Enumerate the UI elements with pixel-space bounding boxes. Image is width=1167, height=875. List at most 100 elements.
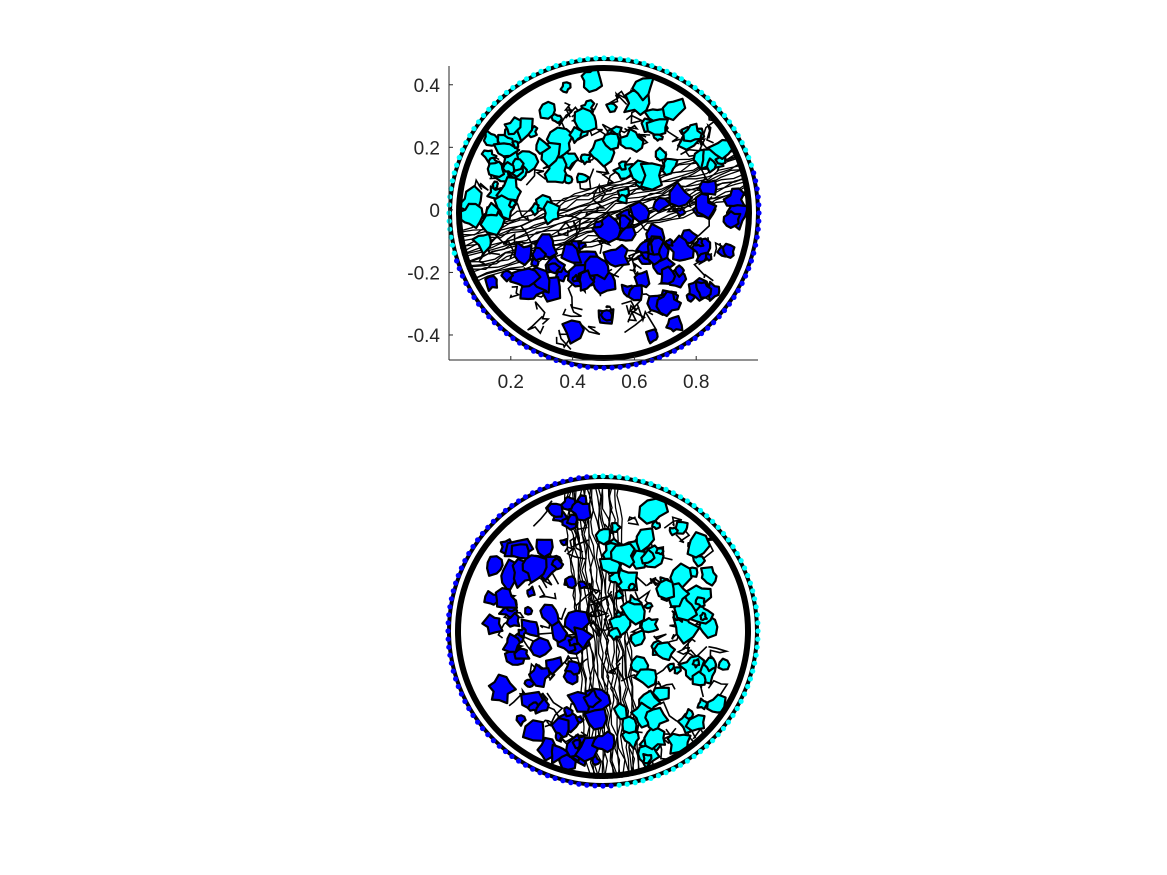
contour-blob [609,542,636,569]
contour-line [708,645,730,658]
contour-blob [550,716,570,740]
rim-point [463,280,469,286]
contour-blob [573,626,595,650]
rim-point [632,476,638,482]
rim-point [480,307,487,314]
y-tick-label: 0.2 [414,138,440,159]
contour-blob [554,731,564,743]
rim-point [625,363,631,369]
rim-point [470,712,476,719]
rim-point [746,265,752,272]
contour-blob [661,97,687,122]
contour-blob [535,137,552,155]
rim-region-b [592,473,761,788]
contour-line [562,303,582,318]
rim-region-a [445,474,614,789]
contour-blob [546,502,564,519]
contour-blob [517,626,527,639]
contour-blob [577,241,587,250]
y-tick-label: -0.4 [407,326,440,347]
rim-point [476,301,482,307]
rim-point [552,481,558,487]
contour-blob [481,613,504,636]
rim-point [753,178,759,184]
rim-point [753,604,759,610]
rim-point [648,775,654,782]
rim-point [624,475,630,481]
rim-point [467,132,473,139]
rim-point [731,126,737,132]
contour-blob [607,626,623,642]
contour-blob [529,636,553,659]
contour-blob [510,543,530,560]
rim-point [655,483,662,489]
rim-point [475,537,481,543]
rim-point [756,218,762,224]
contour-blob [583,255,610,281]
contour-blob [617,160,627,171]
rim-point [455,683,461,690]
contour-blob [717,657,731,671]
contour-blob [511,157,525,172]
y-tick-label: -0.2 [407,263,440,284]
rim-point [671,72,678,78]
top-plot-axes: 0.2 0.4 0.6 0.8 -0.4 -0.2 0 0.2 0.4 [407,66,758,393]
rim-point [731,294,737,300]
contour-blob [621,715,638,735]
contour-blob [574,715,585,724]
rim-point [485,524,491,530]
contour-blob [610,521,622,534]
contour-blob [661,157,679,177]
contour-blob [513,241,533,266]
rim-point [746,154,752,161]
rim-point [486,106,492,112]
contour-blob [605,102,618,114]
x-ticks: 0.2 0.4 0.6 0.8 [498,356,709,393]
contour-blob [683,707,695,721]
rim-point [451,170,457,176]
rim-point [752,596,758,602]
contour-blob [550,557,565,571]
contour-line [705,122,714,144]
rim-point [726,301,733,307]
rim-point [463,140,469,146]
rim-point [479,725,486,732]
contour-blob [691,657,701,669]
contour-blob [511,140,520,149]
bottom-contour-plot [445,473,761,789]
rim-point [715,732,721,738]
rim-point [755,636,761,642]
x-tick-label: 0.4 [559,372,586,393]
contour-blob [694,192,718,220]
contour-blob [599,309,614,322]
rim-point [449,178,455,184]
rim-point [517,80,523,86]
contour-line [624,299,646,334]
rim-point [471,294,477,300]
rim-point [656,65,663,71]
rim-point [516,758,522,764]
contour-blob [559,495,577,511]
contour-line [627,516,640,526]
rim-point [531,72,537,78]
contour-line [631,260,642,276]
rim-point [670,490,677,496]
rim-point [692,85,698,91]
rim-point [716,106,722,112]
contour-blob [535,538,554,559]
rim-point [475,719,481,725]
contour-line [546,692,564,727]
rim-point [502,748,509,755]
rim-point [664,352,670,358]
contour-blob [682,122,703,143]
rim-point [576,781,582,787]
rim-point [568,780,574,786]
rim-point [577,363,583,369]
contour-blob [526,701,540,713]
rim-point [537,770,543,776]
contour-blob [583,707,608,731]
contour-blob [627,284,644,302]
rim-point [752,660,758,666]
contour-blob [565,513,579,526]
rim-point [509,753,515,760]
